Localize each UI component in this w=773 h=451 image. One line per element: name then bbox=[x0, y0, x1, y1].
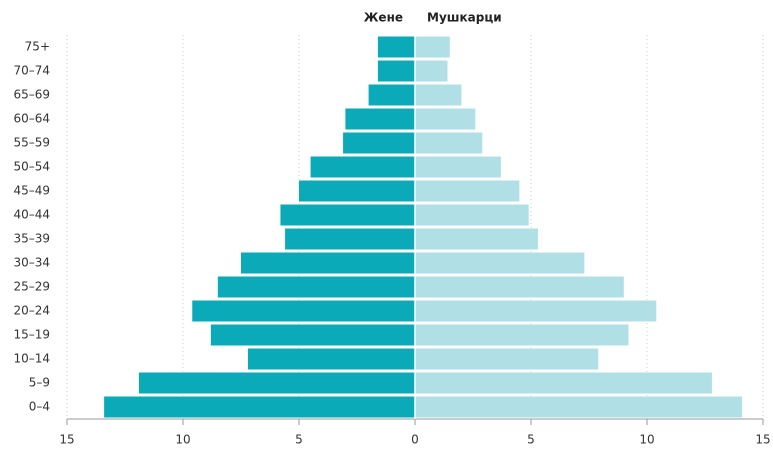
y-tick-label: 40–44 bbox=[13, 208, 50, 222]
y-tick-label: 10–14 bbox=[13, 352, 50, 366]
y-tick-label: 25–29 bbox=[13, 280, 50, 294]
y-tick-label: 60–64 bbox=[13, 112, 50, 126]
x-tick-label: 0 bbox=[411, 433, 419, 447]
legend-label: Мушкарци bbox=[427, 11, 502, 25]
y-tick-label: 45–49 bbox=[13, 184, 50, 198]
y-tick-label: 35–39 bbox=[13, 232, 50, 246]
y-tick-label: 75+ bbox=[25, 40, 50, 54]
bar bbox=[415, 204, 529, 226]
bar bbox=[415, 180, 520, 202]
bar bbox=[415, 324, 629, 346]
bar bbox=[210, 324, 415, 346]
bar bbox=[377, 60, 415, 82]
bar bbox=[415, 300, 657, 322]
bar bbox=[415, 60, 448, 82]
y-tick-label: 0–4 bbox=[29, 400, 50, 414]
x-tick-label: 5 bbox=[527, 433, 535, 447]
y-tick-label: 5–9 bbox=[29, 376, 50, 390]
x-tick-label: 10 bbox=[639, 433, 654, 447]
bar bbox=[217, 276, 415, 298]
bar bbox=[280, 204, 415, 226]
x-tick-label: 15 bbox=[59, 433, 74, 447]
bar bbox=[192, 300, 415, 322]
bar bbox=[104, 396, 416, 418]
bar bbox=[415, 156, 501, 178]
bar bbox=[415, 348, 599, 370]
bar bbox=[247, 348, 415, 370]
legend-label: Жене bbox=[364, 11, 403, 25]
y-tick-label: 55–59 bbox=[13, 136, 50, 150]
y-tick-label: 20–24 bbox=[13, 304, 50, 318]
bar bbox=[415, 372, 712, 394]
y-tick-label: 15–19 bbox=[13, 328, 50, 342]
bar bbox=[138, 372, 416, 394]
y-tick-label: 30–34 bbox=[13, 256, 50, 270]
bar bbox=[345, 108, 415, 130]
bar bbox=[415, 84, 462, 106]
bar bbox=[415, 228, 538, 250]
y-tick-label: 50–54 bbox=[13, 160, 50, 174]
bar bbox=[241, 252, 415, 274]
x-tick-label: 15 bbox=[755, 433, 770, 447]
bar bbox=[377, 36, 415, 58]
x-tick-label: 10 bbox=[175, 433, 190, 447]
bar bbox=[415, 108, 476, 130]
bar bbox=[415, 276, 624, 298]
bar bbox=[415, 252, 585, 274]
y-tick-label: 70–74 bbox=[13, 64, 50, 78]
bar bbox=[368, 84, 415, 106]
bar bbox=[415, 36, 450, 58]
bar bbox=[415, 132, 483, 154]
x-tick-label: 5 bbox=[295, 433, 303, 447]
bar bbox=[343, 132, 415, 154]
bar bbox=[310, 156, 415, 178]
bar bbox=[415, 396, 743, 418]
y-tick-label: 65–69 bbox=[13, 88, 50, 102]
bar bbox=[285, 228, 415, 250]
bar bbox=[299, 180, 415, 202]
